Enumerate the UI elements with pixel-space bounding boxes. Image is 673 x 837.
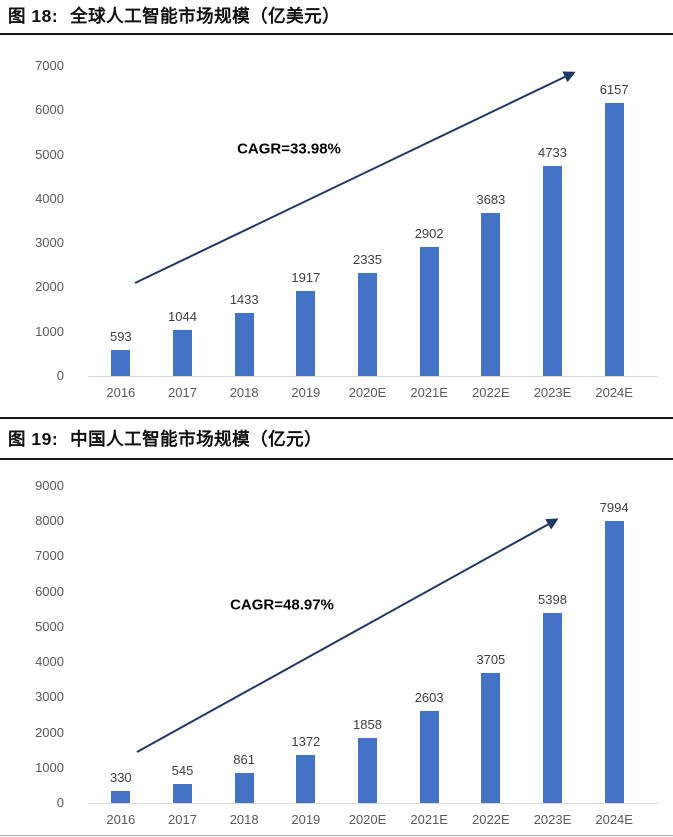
bar-value-label: 5398 — [538, 592, 567, 607]
y-axis-tick-label: 5000 — [35, 146, 64, 162]
y-axis-tick-label: 3000 — [35, 689, 64, 705]
y-axis-tick-label: 2000 — [35, 724, 64, 740]
bar-value-label: 7994 — [599, 500, 629, 515]
bar — [234, 313, 254, 376]
y-axis-tick-label: 5000 — [35, 618, 64, 634]
x-axis-tick-label: 2021E — [410, 812, 448, 827]
bar — [419, 711, 439, 803]
bar-value-label: 593 — [109, 329, 132, 344]
x-axis-tick-label: 2020E — [348, 812, 387, 827]
y-axis-tick-label: 9000 — [35, 478, 64, 493]
bar — [296, 755, 316, 803]
bar-value-label: 1858 — [353, 717, 382, 732]
bar-value-label: 2603 — [414, 690, 444, 705]
x-axis-tick-label: 2018 — [229, 385, 259, 400]
bar — [173, 784, 192, 803]
bar-value-label: 3683 — [476, 192, 506, 207]
bar — [173, 330, 192, 376]
x-axis-tick-label: 2024E — [595, 812, 633, 827]
figure-19-cagr-annotation: CAGR=48.97% — [230, 596, 334, 614]
x-axis-tick-label: 2017 — [168, 812, 197, 827]
figure-18-label: 图 18: — [8, 6, 59, 26]
figure-18-title: 全球人工智能市场规模（亿美元） — [70, 6, 341, 26]
figure-19-title: 中国人工智能市场规模（亿元） — [70, 429, 323, 449]
bar — [358, 273, 377, 376]
figure-18-bar-chart: CAGR=33.98% 7000 6000 5000 4000 3000 2000 1000… — [35, 58, 658, 400]
figure-19-title-divider — [0, 458, 673, 460]
x-axis-tick-label: 2016 — [106, 385, 136, 400]
y-axis-tick-label: 4000 — [35, 654, 64, 670]
bar-value-label: 1372 — [291, 734, 321, 749]
x-axis-tick-label: 2022E — [472, 812, 510, 827]
bar-value-label: 6157 — [599, 82, 629, 97]
x-axis-tick-label: 2020E — [348, 385, 387, 400]
x-axis-tick-label: 2021E — [410, 385, 448, 400]
bar-value-label: 861 — [233, 752, 255, 767]
y-axis-tick-label: 8000 — [35, 513, 64, 529]
bar — [358, 738, 377, 803]
bar — [111, 791, 131, 803]
y-axis-tick-label: 1000 — [35, 323, 64, 339]
y-axis-tick-label: 7000 — [35, 58, 64, 73]
figure-18-header: 图 18: 全球人工智能市场规模（亿美元） — [8, 3, 340, 28]
x-axis-tick-label: 2024E — [595, 385, 633, 400]
bar — [481, 673, 501, 803]
figure-19-bar-chart: CAGR=48.97% 9000 8000 7000 6000 5000 4000 3000… — [0, 419, 673, 837]
bar — [234, 773, 254, 803]
growth-trend-arrow — [134, 71, 576, 284]
bar-value-label: 1044 — [168, 309, 197, 324]
x-axis-tick-label: 2018 — [229, 812, 259, 827]
bar-value-label: 2902 — [414, 226, 444, 241]
bar-value-label: 4733 — [538, 145, 567, 160]
y-axis-tick-label: 1000 — [35, 759, 64, 775]
y-axis-tick-label: 0 — [56, 368, 64, 383]
bar-value-label: 545 — [171, 763, 194, 778]
figure-18-cagr-annotation: CAGR=33.98% — [237, 140, 341, 158]
bar — [419, 247, 439, 376]
figure-19-panel: 图 19: 中国人工智能市场规模（亿元） CAGR=48.97% 9000 8000… — [0, 419, 673, 837]
bar — [604, 521, 624, 803]
x-axis-tick-label: 2023E — [533, 385, 572, 400]
x-axis-tick-label: 2022E — [472, 385, 510, 400]
x-axis-tick-label: 2019 — [291, 385, 321, 400]
x-axis-tick-label: 2023E — [533, 812, 572, 827]
bar-value-label: 1917 — [291, 270, 321, 285]
bar — [543, 613, 562, 803]
bar — [111, 350, 131, 376]
bar-value-label: 2335 — [353, 252, 382, 267]
x-axis-tick-label: 2019 — [291, 812, 321, 827]
y-axis-tick-label: 7000 — [35, 548, 64, 564]
y-axis-tick-label: 6000 — [35, 102, 64, 118]
figure-18-title-divider — [0, 33, 673, 35]
bar — [543, 166, 562, 376]
x-axis-line — [88, 376, 658, 377]
bar-value-label: 330 — [109, 770, 132, 785]
y-axis-tick-label: 0 — [56, 795, 64, 810]
bar — [481, 213, 501, 376]
figure-18-panel: 图 18: 全球人工智能市场规模（亿美元） CAGR=33.98% 7000 600… — [0, 3, 673, 419]
y-axis-tick-label: 2000 — [35, 279, 64, 295]
bar — [296, 291, 316, 376]
y-axis-tick-label: 4000 — [35, 190, 64, 206]
y-axis-tick-label: 3000 — [35, 235, 64, 251]
bar — [604, 103, 624, 376]
x-axis-tick-label: 2017 — [168, 385, 197, 400]
figure-18-bottom-divider — [0, 417, 673, 419]
figure-19-label: 图 19: — [8, 429, 59, 449]
y-axis-tick-label: 6000 — [35, 583, 64, 599]
x-axis-line — [88, 803, 658, 804]
bar-value-label: 1433 — [229, 292, 259, 307]
figure-19-header: 图 19: 中国人工智能市场规模（亿元） — [8, 426, 322, 451]
bar-value-label: 3705 — [476, 652, 506, 667]
figure-19-bottom-divider — [0, 835, 673, 836]
x-axis-tick-label: 2016 — [106, 812, 136, 827]
